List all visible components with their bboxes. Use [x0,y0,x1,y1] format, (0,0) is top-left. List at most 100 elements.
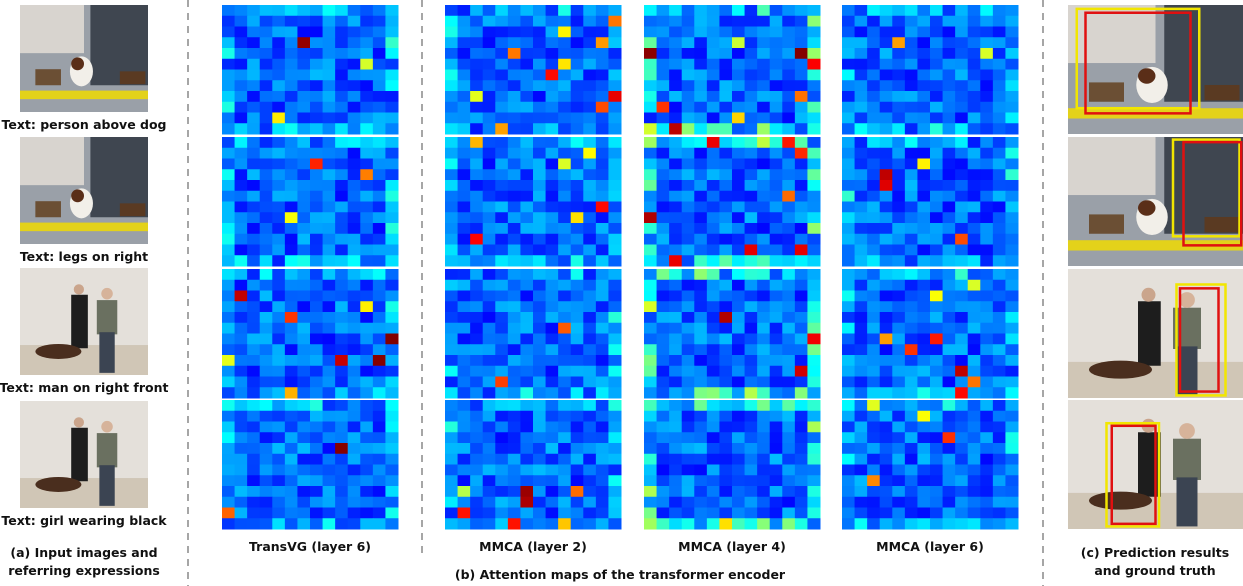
heat-cell [644,432,658,444]
heat-cell [794,201,808,213]
heat-cell [955,410,969,422]
heat-cell [545,69,559,81]
heat-cell [297,290,311,302]
heat-cell [782,365,796,377]
heat-cell [322,269,336,281]
heat-cell [892,123,906,135]
heat-cell [769,475,783,487]
heat-cell [807,290,821,302]
heat-cell [247,376,261,388]
heat-cell [322,48,336,60]
heat-cell [595,518,609,530]
heat-cell [445,344,459,356]
heat-cell [930,201,944,213]
heat-cell [608,464,622,476]
heat-cell [656,147,670,159]
heat-cell [533,333,547,345]
heat-cell [807,333,821,345]
heat-cell [782,475,796,487]
heat-cell [942,112,956,124]
photo-part [1138,68,1156,84]
heat-cell [942,344,956,356]
heat-cell [322,137,336,149]
heat-cell [347,15,361,27]
heat-cell [533,201,547,213]
heat-cell [854,58,868,70]
heat-cell [942,496,956,508]
heat-cell [892,279,906,291]
heat-cell [980,400,994,412]
heat-cell [955,400,969,412]
photo-part [99,465,115,506]
heat-cell [595,244,609,256]
photo-part [20,5,84,54]
heat-cell [669,112,683,124]
heat-cell [719,269,733,281]
heat-cell [757,123,771,135]
heat-cell [879,453,893,465]
heat-cell [879,233,893,245]
heat-cell [558,223,572,235]
heat-cell [892,147,906,159]
heat-cell [904,443,918,455]
heat-cell [297,137,311,149]
heat-cell [769,26,783,38]
heat-cell [234,112,248,124]
heat-cell [769,269,783,281]
heat-cell [457,58,471,70]
heat-cell [335,333,349,345]
heat-cell [656,301,670,313]
heat-cell [347,410,361,422]
photo-part [35,476,82,492]
heat-cell [284,432,298,444]
heat-cell [347,123,361,135]
heat-cell [284,333,298,345]
heat-cell [595,48,609,60]
heat-cell [297,355,311,367]
heat-cell [608,376,622,388]
heat-cell [904,58,918,70]
heat-cell [222,421,236,433]
heat-cell [222,376,236,388]
heat-cell [385,37,399,49]
photo-part [101,287,113,300]
heat-cell [470,322,484,334]
heat-cell [879,432,893,444]
heat-cell [558,158,572,170]
heat-cell [545,48,559,60]
heat-cell [595,432,609,444]
heat-cell [656,112,670,124]
heat-cell [644,312,658,324]
heat-cell [222,180,236,192]
bounding-box [1182,140,1243,247]
heat-cell [706,269,720,281]
heat-cell [222,255,236,267]
heat-cell [706,58,720,70]
heat-cell [681,496,695,508]
heat-cell [482,344,496,356]
heat-cell [842,464,856,476]
heat-cell [656,269,670,281]
heat-cell [310,5,324,17]
heat-cell [854,301,868,313]
heat-cell [904,301,918,313]
heat-cell [807,91,821,103]
heat-cell [879,400,893,412]
heat-cell [495,421,509,433]
heat-cell [955,518,969,530]
heat-cell [892,180,906,192]
heat-cell [917,255,931,267]
heat-cell [272,69,286,81]
heat-cell [706,101,720,113]
heat-cell [507,169,521,181]
heat-cell [719,496,733,508]
heat-cell [310,344,324,356]
heat-cell [247,101,261,113]
heat-cell [297,147,311,159]
heat-cell [644,69,658,81]
heat-cell [681,91,695,103]
heat-cell [482,421,496,433]
heat-cell [234,169,248,181]
heat-cell [980,290,994,302]
heat-cell [482,322,496,334]
